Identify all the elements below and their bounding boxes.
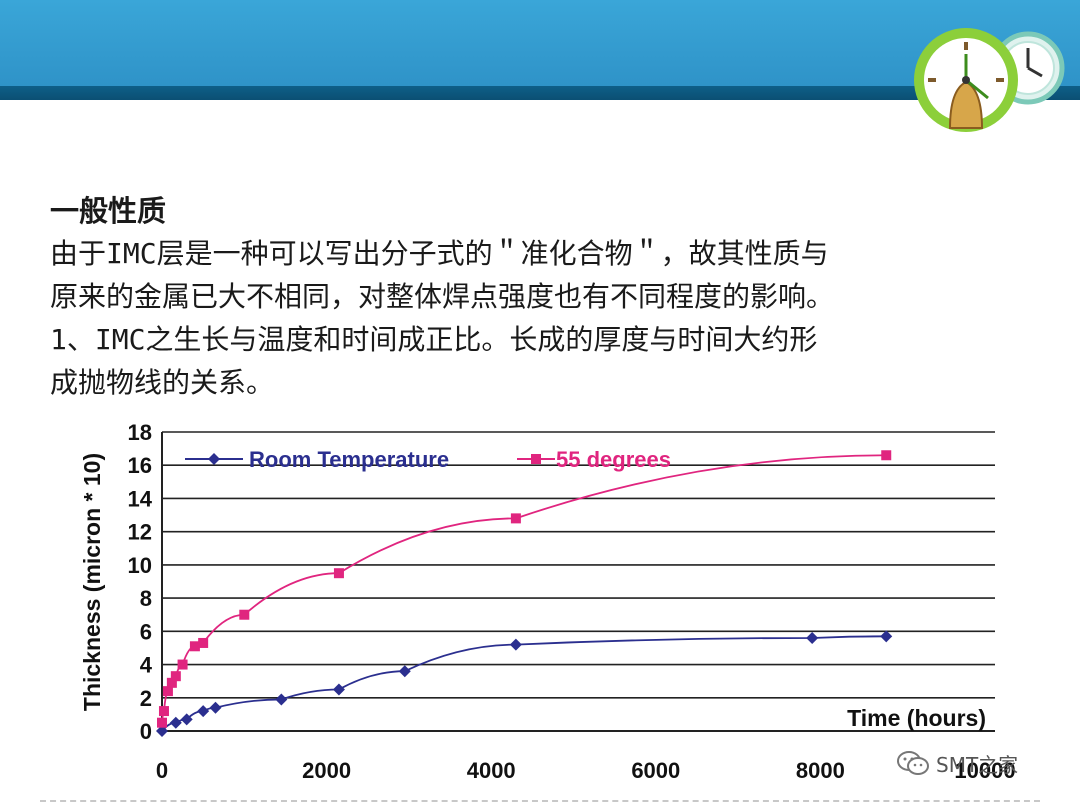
section-heading: 一般性质 <box>50 194 167 228</box>
series-1-point-9 <box>333 568 344 579</box>
legend-marker-0 <box>208 453 220 465</box>
x-tick-label-10000: 10000 <box>954 758 1015 783</box>
series-0-point-4 <box>209 701 222 714</box>
chart-svg: 0 2 4 6 8 10 12 14 16 18 0 2000 4000 6000 8000 10000 Tim… <box>79 420 1016 783</box>
series-1-point-6 <box>189 641 200 652</box>
legend-label-0: Room Temperature <box>249 447 449 472</box>
wechat-icon <box>897 751 929 775</box>
x-tick-label-2000: 2000 <box>302 758 351 783</box>
y-tick-label-6: 6 <box>140 619 152 644</box>
y-axis-title: Thickness (micron * 10) <box>79 453 105 711</box>
series-0-point-5 <box>275 693 288 706</box>
slide-text: 一般性质 由于IMC层是一种可以写出分子式的＂准化合物＂，故其性质与 原来的金属… <box>50 190 1050 404</box>
legend-marker-1 <box>531 454 541 464</box>
watermark: SMT之家 <box>896 746 1056 780</box>
y-tick-label-18: 18 <box>128 420 152 445</box>
series-0-point-9 <box>806 631 819 644</box>
x-axis-title: Time (hours) <box>847 705 986 731</box>
clock-icon <box>914 28 1065 132</box>
header-band <box>0 0 1080 86</box>
series-0-point-6 <box>332 683 345 696</box>
imc-thickness-chart: 0 2 4 6 8 10 12 14 16 18 0 2000 4000 6000 8000 10000 Tim… <box>40 410 1040 802</box>
series-1-point-4 <box>170 671 181 682</box>
x-tick-label-6000: 6000 <box>631 758 680 783</box>
series-1-point-2 <box>162 686 173 697</box>
series-1-point-3 <box>166 677 177 688</box>
series-0-point-1 <box>169 716 182 729</box>
series-1-point-7 <box>198 637 209 648</box>
series-1-point-0 <box>157 717 167 728</box>
paragraph-line-2: 原来的金属已大不相同，对整体焊点强度也有不同程度的影响。 <box>50 280 835 313</box>
paragraph-line-4: 成抛物线的关系。 <box>50 366 275 399</box>
y-tick-label-10: 10 <box>128 553 152 578</box>
y-tick-label-16: 16 <box>128 453 152 478</box>
x-tick-label-8000: 8000 <box>796 758 845 783</box>
y-tick-label-12: 12 <box>128 520 152 545</box>
series-1-point-10 <box>510 513 521 524</box>
series-1-point-8 <box>239 609 250 620</box>
y-tick-label-0: 0 <box>140 719 152 744</box>
series-0-point-7 <box>398 665 411 678</box>
x-tick-label-4000: 4000 <box>467 758 516 783</box>
chart-bottom-border <box>40 800 1040 804</box>
y-tick-label-8: 8 <box>140 586 152 611</box>
legend-label-1: 55 degrees <box>556 447 671 472</box>
y-tick-label-14: 14 <box>128 486 153 511</box>
paragraph-line-1: 由于IMC层是一种可以写出分子式的＂准化合物＂，故其性质与 <box>50 237 829 270</box>
series-0-point-3 <box>197 705 210 718</box>
header-rule <box>0 86 1080 100</box>
series-line-1 <box>161 454 887 723</box>
series-1-point-5 <box>177 659 188 670</box>
series-0-point-10 <box>880 630 893 643</box>
series-1-point-1 <box>158 706 169 717</box>
x-tick-label-0: 0 <box>156 758 168 783</box>
paragraph-line-3: 1、IMC之生长与温度和时间成正比。长成的厚度与时间大约形 <box>50 323 818 356</box>
series-line-0 <box>161 635 887 732</box>
y-tick-label-4: 4 <box>140 653 153 678</box>
watermark-text: SMT之家 <box>936 752 1019 777</box>
series-0-point-0 <box>156 725 168 737</box>
series-0-point-2 <box>180 713 193 726</box>
y-tick-label-2: 2 <box>140 686 152 711</box>
series-0-point-8 <box>509 638 522 651</box>
series-1-point-11 <box>881 450 892 461</box>
